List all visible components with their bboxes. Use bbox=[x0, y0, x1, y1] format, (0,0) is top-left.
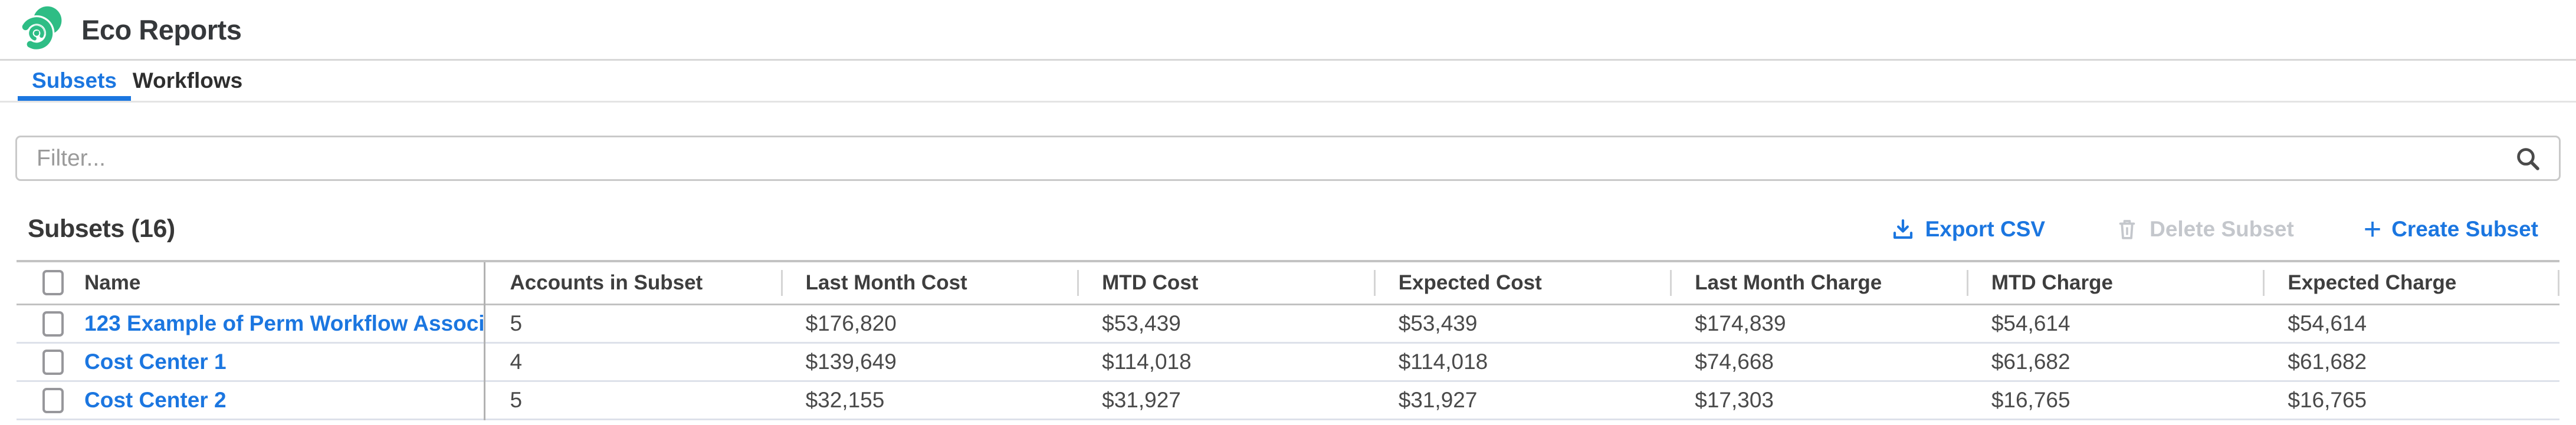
tab-workflows[interactable]: Workflows bbox=[131, 61, 244, 101]
cell-mtd-charge: $54,614 bbox=[1991, 311, 2070, 335]
column-header-expected-cost: Expected Cost bbox=[1373, 261, 1671, 304]
eco-logo-icon bbox=[18, 6, 62, 51]
create-subset-label: Create Subset bbox=[2391, 216, 2538, 241]
column-header-name: Name bbox=[78, 261, 485, 304]
filter-container bbox=[15, 136, 2561, 181]
cell-last-month-cost: $139,649 bbox=[805, 349, 897, 374]
cell-mtd-cost: $53,439 bbox=[1102, 311, 1181, 335]
delete-subset-label: Delete Subset bbox=[2150, 216, 2294, 241]
tab-workflows-label: Workflows bbox=[132, 68, 243, 93]
table-header-row: Name Accounts in Subset Last Month Cost … bbox=[17, 261, 2559, 304]
app-header: Eco Reports bbox=[0, 0, 2576, 61]
column-header-last-month-cost: Last Month Cost bbox=[780, 261, 1078, 304]
subset-link[interactable]: 123 Example of Perm Workflow Association bbox=[84, 311, 484, 335]
tab-bar: Subsets Workflows bbox=[0, 61, 2576, 103]
section-header: Subsets (16) Export CSV Delete Subset + … bbox=[28, 212, 2538, 246]
cell-expected-cost: $53,439 bbox=[1398, 311, 1478, 335]
row-checkbox[interactable] bbox=[42, 349, 64, 375]
cell-expected-cost: $31,927 bbox=[1398, 387, 1478, 412]
subsets-table: Name Accounts in Subset Last Month Cost … bbox=[17, 260, 2559, 420]
column-header-last-month-charge: Last Month Charge bbox=[1670, 261, 1967, 304]
cell-expected-charge: $54,614 bbox=[2288, 311, 2367, 335]
cell-last-month-charge: $17,303 bbox=[1695, 387, 1774, 412]
filter-input[interactable] bbox=[15, 136, 2561, 181]
cell-last-month-charge: $174,839 bbox=[1695, 311, 1786, 335]
create-subset-button[interactable]: + Create Subset bbox=[2363, 212, 2538, 246]
cell-last-month-cost: $176,820 bbox=[805, 311, 897, 335]
cell-expected-charge: $16,765 bbox=[2288, 387, 2367, 412]
table-row: 123 Example of Perm Workflow Association… bbox=[17, 304, 2559, 342]
export-csv-label: Export CSV bbox=[1925, 216, 2046, 241]
column-header-expected-charge: Expected Charge bbox=[2263, 261, 2559, 304]
plus-icon: + bbox=[2363, 212, 2382, 246]
action-buttons: Export CSV Delete Subset + Create Subset bbox=[1891, 212, 2538, 246]
cell-last-month-charge: $74,668 bbox=[1695, 349, 1774, 374]
export-csv-button[interactable]: Export CSV bbox=[1891, 216, 2046, 242]
subset-link[interactable]: Cost Center 2 bbox=[84, 387, 227, 412]
tab-subsets[interactable]: Subsets bbox=[18, 61, 131, 101]
cell-accounts: 4 bbox=[510, 349, 523, 374]
table-row: Cost Center 1 4 $139,649 $114,018 $114,0… bbox=[17, 342, 2559, 381]
delete-subset-button[interactable]: Delete Subset bbox=[2115, 217, 2294, 242]
search-icon[interactable] bbox=[2513, 144, 2542, 173]
subset-link[interactable]: Cost Center 1 bbox=[84, 349, 227, 374]
tab-subsets-label: Subsets bbox=[32, 68, 117, 93]
row-checkbox[interactable] bbox=[42, 311, 64, 337]
column-header-mtd-cost: MTD Cost bbox=[1077, 261, 1374, 304]
row-checkbox[interactable] bbox=[42, 387, 64, 413]
cell-expected-cost: $114,018 bbox=[1398, 349, 1488, 374]
column-header-accounts: Accounts in Subset bbox=[510, 271, 703, 294]
cell-expected-charge: $61,682 bbox=[2288, 349, 2367, 374]
page-title: Eco Reports bbox=[81, 14, 242, 45]
cell-mtd-charge: $61,682 bbox=[1991, 349, 2070, 374]
cell-last-month-cost: $32,155 bbox=[805, 387, 885, 412]
trash-icon bbox=[2119, 219, 2135, 239]
column-header-mtd-charge: MTD Charge bbox=[1966, 261, 2263, 304]
table-row: Cost Center 2 5 $32,155 $31,927 $31,927 … bbox=[17, 381, 2559, 419]
cell-mtd-cost: $114,018 bbox=[1102, 349, 1192, 374]
cell-accounts: 5 bbox=[510, 387, 523, 412]
download-icon bbox=[1893, 219, 1912, 239]
cell-mtd-cost: $31,927 bbox=[1102, 387, 1181, 412]
section-title: Subsets (16) bbox=[28, 215, 175, 243]
select-all-checkbox[interactable] bbox=[42, 270, 64, 296]
cell-accounts: 5 bbox=[510, 311, 523, 335]
cell-mtd-charge: $16,765 bbox=[1991, 387, 2070, 412]
